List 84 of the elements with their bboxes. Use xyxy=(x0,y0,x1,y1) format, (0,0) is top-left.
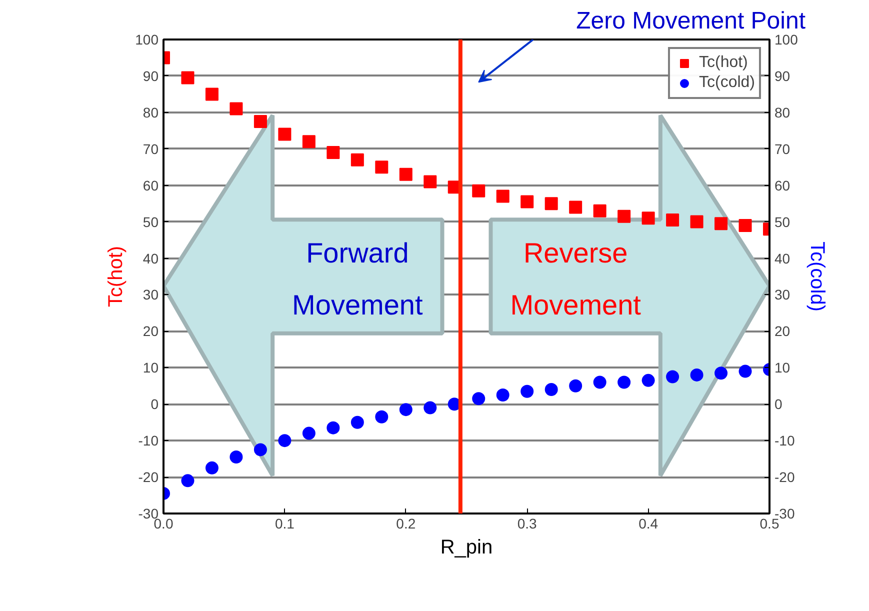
point xyxy=(302,426,316,440)
point xyxy=(569,200,582,214)
y-tick-label: -10 xyxy=(138,432,159,449)
x-tick-label: 0.4 xyxy=(638,516,658,532)
point xyxy=(472,184,486,198)
point xyxy=(424,175,437,188)
point xyxy=(278,128,292,141)
point xyxy=(642,212,655,225)
y2-tick-label: 20 xyxy=(774,323,790,340)
point xyxy=(569,379,582,392)
point xyxy=(738,218,752,232)
y2-tick-label: 30 xyxy=(774,286,790,303)
point xyxy=(326,421,340,434)
point xyxy=(375,160,388,174)
point xyxy=(496,190,510,203)
point xyxy=(326,146,340,160)
text: Zero Movement Point xyxy=(576,8,806,34)
y2-tick-label: 80 xyxy=(774,104,790,120)
point xyxy=(424,401,437,414)
point xyxy=(593,376,606,389)
y-tick-label: 0 xyxy=(150,396,159,412)
point xyxy=(350,416,364,429)
y-axis-title: Tc(hot) xyxy=(105,246,128,308)
y2-tick-label: 50 xyxy=(774,214,790,230)
annotation: Reverse Movement xyxy=(510,237,642,320)
y2-tick-label: 10 xyxy=(774,360,790,376)
y-tick-label: 100 xyxy=(135,32,159,48)
y-tick-label: 10 xyxy=(142,360,159,376)
point xyxy=(738,364,752,378)
point xyxy=(544,197,558,210)
point xyxy=(205,88,218,101)
point xyxy=(618,210,631,223)
y2-tick-label: 100 xyxy=(774,32,798,48)
point xyxy=(254,443,267,456)
y-tick-label: 80 xyxy=(142,104,159,120)
point xyxy=(205,461,218,474)
point xyxy=(714,217,728,230)
y2-tick-label: 40 xyxy=(774,250,790,266)
point xyxy=(350,153,364,166)
point xyxy=(520,384,534,398)
y-tick-label: -20 xyxy=(138,469,159,486)
point xyxy=(496,388,510,402)
point xyxy=(714,366,728,380)
point xyxy=(593,204,606,218)
y2-axis-title: Tc(cold) xyxy=(806,241,828,312)
point xyxy=(618,376,631,389)
point xyxy=(254,115,267,128)
point xyxy=(690,215,704,228)
point xyxy=(544,383,558,396)
x-tick-label: 0.3 xyxy=(517,516,538,532)
point xyxy=(690,368,704,382)
point xyxy=(666,213,680,226)
legend-label: Tc(hot) xyxy=(698,54,748,72)
y2-tick-label: -20 xyxy=(774,469,795,486)
point xyxy=(230,102,243,116)
y2-tick-label: 0 xyxy=(774,396,782,412)
point xyxy=(375,410,388,424)
point xyxy=(399,168,412,181)
y2-tick-label: 70 xyxy=(774,140,790,157)
y2-tick-label: 60 xyxy=(774,177,790,194)
y-tick-label: 20 xyxy=(142,323,159,340)
point xyxy=(642,374,655,387)
point xyxy=(302,135,316,148)
y-tick-label: 60 xyxy=(142,177,159,194)
point xyxy=(278,434,292,448)
y-tick-label: 90 xyxy=(142,68,159,84)
y-tick-label: 30 xyxy=(142,286,159,303)
y2-tick-label: -10 xyxy=(774,432,795,449)
x-tick-label: 0.2 xyxy=(396,516,416,532)
x-axis-title: R_pin xyxy=(440,536,493,558)
y-tick-label: 50 xyxy=(142,214,159,230)
point xyxy=(181,474,194,488)
point xyxy=(520,195,534,208)
legend-label: Tc(cold) xyxy=(698,74,755,92)
point xyxy=(399,403,412,416)
point xyxy=(666,370,680,384)
point xyxy=(181,71,194,84)
point xyxy=(230,450,243,464)
y-tick-label: 40 xyxy=(142,250,159,266)
y2-tick-label: 90 xyxy=(774,68,790,84)
annotation: Forward Movement xyxy=(292,237,423,320)
y-tick-label: 70 xyxy=(142,140,159,157)
point xyxy=(472,392,486,406)
x-tick-label: 0.1 xyxy=(274,516,295,532)
